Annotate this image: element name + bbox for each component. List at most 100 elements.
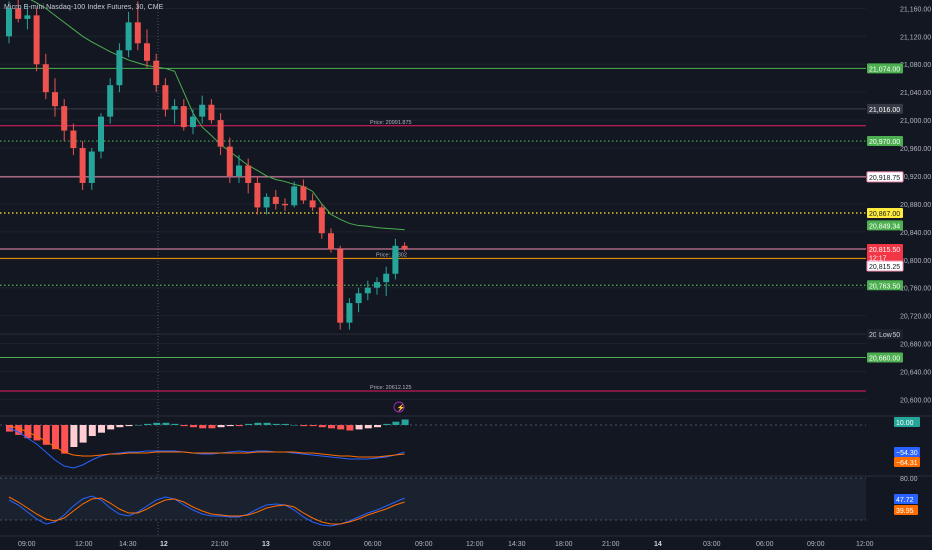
time-tick-label: 21:00 (211, 541, 229, 548)
moving-average-path (30, 0, 405, 231)
candle-body (153, 60, 160, 86)
macd-badge-text: −64.31 (896, 460, 918, 467)
candle-body (337, 249, 344, 323)
price-tick-label: 20,600.00 (900, 397, 931, 404)
macd-histogram-bar (272, 423, 280, 425)
macd-histogram-bar (162, 422, 170, 425)
candle-body (107, 85, 114, 117)
time-tick-label: 21:00 (602, 541, 620, 548)
price-badge (867, 280, 903, 291)
price-badge (867, 103, 903, 114)
macd-histogram-bar (79, 425, 87, 443)
alert-icon-glyph: ⚡ (397, 403, 406, 412)
candle-body (364, 287, 371, 294)
macd-histogram-bar (254, 422, 262, 425)
candle-body (300, 186, 307, 201)
time-tick-label: 14:30 (508, 541, 526, 548)
price-badge-text: 12:17 (869, 255, 887, 262)
macd-histogram-bar (42, 425, 50, 445)
price-badge (867, 63, 903, 74)
stoch-badge (894, 494, 918, 504)
time-tick-label: 09:00 (415, 541, 433, 548)
indicator-panes: ⚡ 10.00 −54.30 −64.31 80.00 47.72 39.95 (0, 401, 932, 527)
time-tick-label: 12 (160, 541, 168, 548)
macd-histogram-bar (61, 425, 69, 454)
macd-histogram-bar (98, 425, 105, 433)
price-badge (867, 243, 903, 254)
time-tick-label: 09:00 (807, 541, 825, 548)
macd-histogram-bar (52, 425, 59, 450)
macd-histogram-bar (245, 423, 253, 425)
candle-body (245, 165, 252, 183)
macd-line (8, 427, 405, 469)
macd-histogram-bar (364, 425, 372, 429)
candle-body (208, 104, 215, 121)
time-tick-label: 13 (262, 541, 270, 548)
price-tick-label: 20,880.00 (900, 202, 931, 209)
macd-histogram-bar (88, 425, 96, 436)
macd-histogram-bar (107, 425, 115, 430)
candle-body (42, 64, 49, 93)
time-axis: 09:00 12:00 14:30 12 21:00 13 03:00 06:00 09:00 1… (0, 535, 932, 548)
price-tick-label: 21,000.00 (900, 118, 931, 125)
stoch-level-label: 80.00 (900, 476, 918, 483)
macd-badge (894, 417, 920, 427)
price-badge (866, 260, 904, 272)
macd-histogram-bar (374, 425, 381, 428)
time-tick-label: 09:00 (18, 541, 36, 548)
candle-body (236, 165, 242, 176)
time-tick-label: 12:00 (466, 541, 484, 548)
symbol-title: Micro E-mini Nasdaq-100 Index Futures, 3… (4, 4, 164, 11)
candle-body (162, 85, 169, 110)
price-badge-text: 20,970.00 (869, 139, 900, 146)
price-badge-text: 21,074.00 (869, 66, 900, 73)
macd-histogram-bar (226, 425, 234, 427)
price-badge-text: 20,867.00 (869, 211, 900, 218)
candle-body (88, 151, 95, 183)
price-tick-label: 20,760.00 (900, 286, 931, 293)
price-badge-text: 20,763.50 (869, 283, 900, 290)
macd-badge-text: −54.30 (896, 450, 918, 457)
candle-body (309, 200, 316, 208)
macd-histogram-bar (199, 425, 207, 429)
price-badge (866, 171, 904, 183)
candle-body (263, 196, 270, 208)
price-note-label: Price: 20612.125 (370, 385, 412, 391)
price-tick-label: 20,920.00 (900, 174, 931, 181)
price-tick-label: 21,040.00 (900, 90, 931, 97)
candle-body (79, 148, 86, 183)
candle-body (254, 182, 261, 208)
candle-body (217, 120, 224, 147)
price-note-label: Price: 20802 (376, 252, 407, 258)
macd-histogram-bar (33, 425, 41, 441)
macd-histogram-bar (263, 422, 271, 425)
candle-body (401, 245, 408, 249)
candle-body (383, 273, 390, 283)
time-tick-label: 03:00 (703, 541, 721, 548)
candlesticks (6, 0, 408, 330)
macd-histogram-bar (70, 425, 78, 447)
candle-body (272, 196, 279, 204)
candle-body (392, 245, 399, 274)
alert-icon (393, 401, 405, 413)
macd-badge (894, 447, 920, 457)
candle-body (226, 146, 233, 176)
candle-body (374, 282, 380, 288)
candle-body (190, 116, 196, 128)
macd-histogram-bar (392, 421, 400, 425)
macd-histogram-bar (190, 425, 197, 428)
candle-body (33, 15, 40, 65)
candle-body (318, 207, 325, 234)
macd-badge-text: 10.00 (896, 420, 914, 427)
macd-histogram-bar (125, 425, 133, 427)
macd-histogram-bar (337, 425, 345, 430)
price-tick-label: 21,160.00 (900, 6, 931, 13)
price-tick-label: 20,720.00 (900, 314, 931, 321)
macd-histogram-bar (282, 423, 289, 425)
macd-histogram-bar (144, 423, 151, 425)
macd-histogram-bar (24, 425, 32, 439)
price-badge-text: 20,815.25 (869, 264, 900, 271)
candle-body (6, 8, 12, 37)
horizontal-levels: Price: 20991.875 Price: 20802 Price: 20612… (0, 67, 866, 392)
